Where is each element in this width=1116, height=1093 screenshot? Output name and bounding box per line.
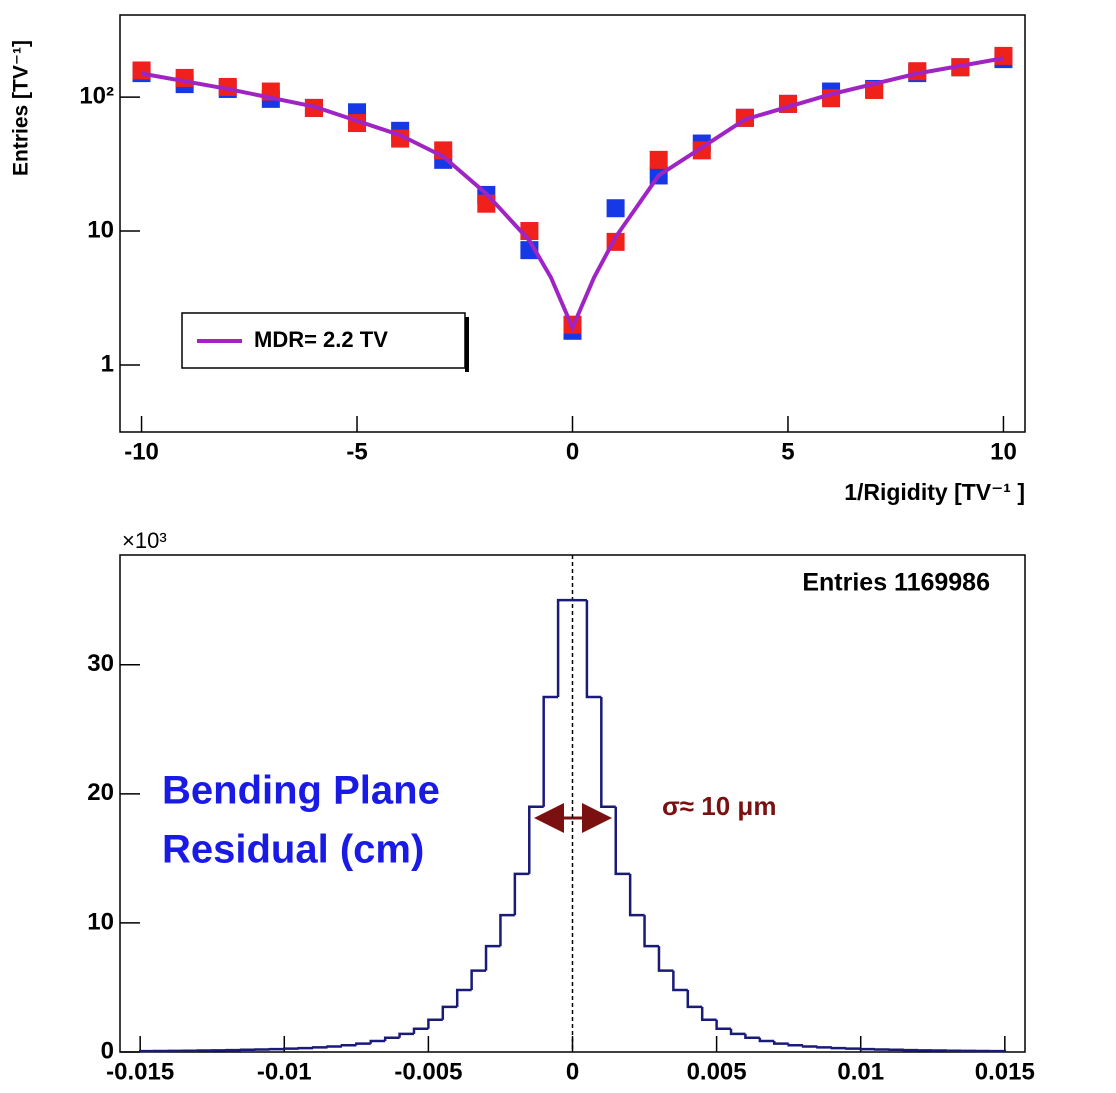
histogram-bin [441, 1005, 458, 1020]
histogram-bin [700, 1006, 717, 1021]
histogram-bin [340, 1044, 357, 1047]
fit-line [141, 56, 1004, 333]
x-axis-title: 1/Rigidity [TV⁻¹ ] [844, 479, 1025, 505]
histogram-bin [283, 1047, 299, 1050]
annotation: Bending Plane [162, 769, 440, 813]
x-tick-label: -0.015 [106, 1058, 174, 1085]
histogram-bin [686, 990, 703, 1009]
histogram-bin [801, 1045, 818, 1048]
x-tick-label: 0.01 [837, 1058, 884, 1085]
histogram-bin [542, 695, 559, 807]
histogram-bin [311, 1046, 328, 1049]
marker [994, 46, 1013, 65]
histogram-bin [845, 1047, 861, 1050]
y-tick-label: 10 [87, 908, 114, 935]
histogram-bin [787, 1043, 804, 1047]
marker [477, 194, 496, 213]
histogram-bin [830, 1046, 847, 1050]
annotation: Residual (cm) [162, 828, 424, 872]
x-tick-label: -5 [346, 438, 367, 465]
histogram-bin [614, 806, 631, 876]
x-tick-label: -0.005 [394, 1058, 462, 1085]
stats-box: Entries 1169986 [802, 569, 990, 597]
marker [649, 150, 668, 169]
y-tick-label: 10² [79, 82, 114, 109]
histogram-bin [513, 872, 530, 916]
histogram-bin [499, 913, 515, 947]
histogram-bin [715, 1019, 732, 1031]
plot-frame [119, 14, 1026, 433]
x-tick-label: -0.01 [257, 1058, 312, 1085]
histogram-bin [672, 970, 688, 992]
histogram-bin [816, 1046, 832, 1049]
legend-shadow [465, 317, 469, 372]
y-tick-label: 1 [101, 350, 114, 377]
histogram-bin [369, 1039, 386, 1044]
histogram-bin [383, 1036, 400, 1042]
marker [606, 199, 625, 218]
histogram-bin [989, 1049, 1007, 1053]
y-axis-title: Entries [TV⁻¹] [10, 40, 33, 176]
y-tick-label: 30 [87, 650, 114, 677]
sigma-label: σ≈ 10 μm [662, 791, 776, 821]
histogram-bin [297, 1046, 314, 1050]
histogram-bin [455, 988, 472, 1007]
marker [132, 61, 151, 80]
histogram-bin [859, 1047, 876, 1051]
x-tick-label: 0 [566, 1058, 579, 1085]
histogram-bin [744, 1033, 760, 1040]
histogram-bin [556, 598, 573, 697]
x-tick-label: 0.005 [687, 1058, 747, 1085]
histogram-bin [585, 600, 602, 699]
legend-label: MDR= 2.2 TV [254, 327, 388, 352]
x-tick-label: -10 [124, 438, 159, 465]
histogram-bin [427, 1018, 443, 1029]
histogram-bin [657, 946, 674, 972]
histogram-bin [528, 805, 544, 874]
histogram-bin [628, 873, 645, 917]
histogram-bin [138, 1049, 155, 1053]
histogram-bin [643, 915, 659, 948]
histogram-bin [600, 697, 616, 808]
histogram-bin [326, 1045, 342, 1048]
y-multiplier: ×10³ [122, 528, 167, 553]
x-tick-label: 10 [990, 438, 1017, 465]
histogram-bin [729, 1028, 746, 1036]
histogram-bin [412, 1027, 429, 1034]
x-tick-label: 0.015 [975, 1058, 1035, 1085]
histogram-bin [470, 969, 487, 991]
histogram-bin [773, 1041, 789, 1045]
histogram-bin [398, 1032, 414, 1038]
y-tick-label: 10 [87, 216, 114, 243]
x-tick-label: 0 [566, 438, 579, 465]
y-tick-label: 20 [87, 779, 114, 806]
y-tick-label: 0 [101, 1037, 114, 1064]
histogram-bin [355, 1042, 371, 1046]
histogram-bin [758, 1037, 775, 1043]
histogram-bin [484, 944, 501, 971]
x-tick-label: 5 [781, 438, 794, 465]
